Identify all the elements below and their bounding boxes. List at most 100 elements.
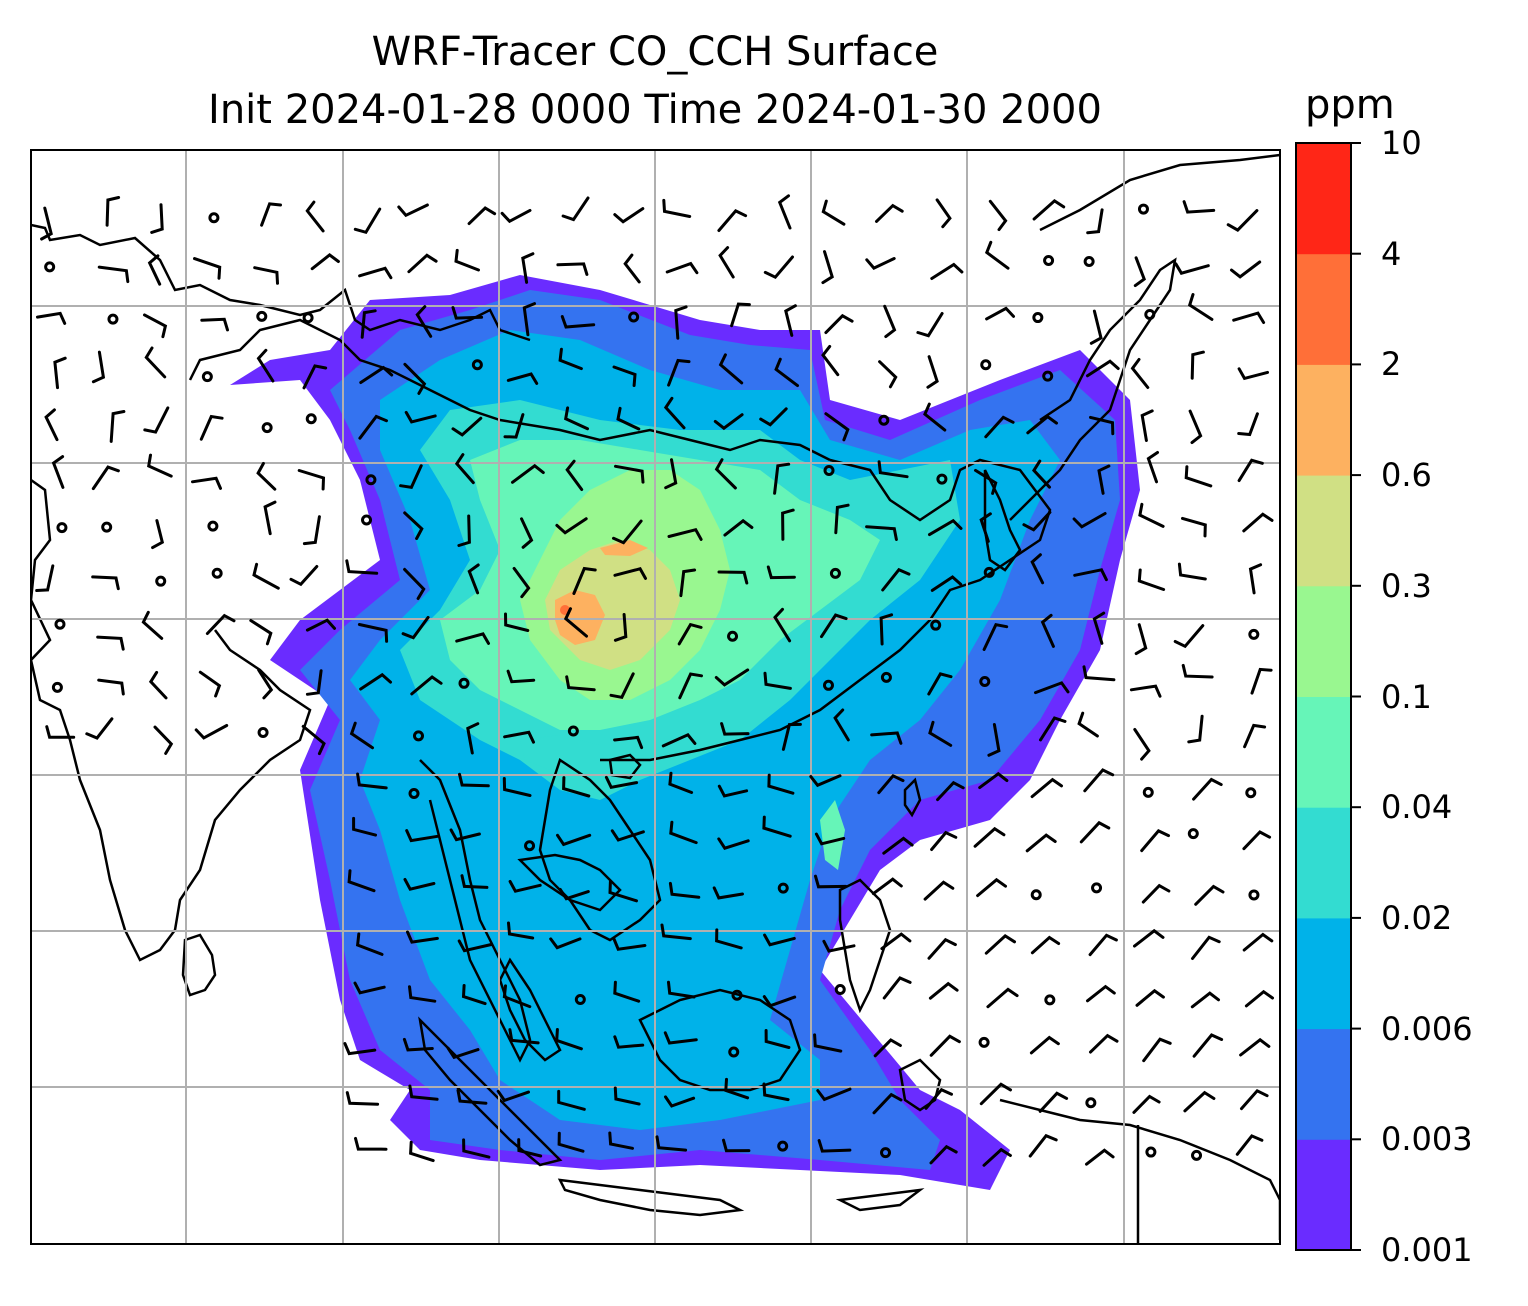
wind-barb bbox=[1088, 933, 1118, 957]
wind-barb bbox=[623, 253, 641, 284]
wind-barb bbox=[35, 564, 55, 592]
wind-barb bbox=[1190, 991, 1220, 1009]
wind-barb bbox=[677, 622, 703, 646]
wind-barb bbox=[612, 519, 643, 545]
wind-barb bbox=[148, 670, 168, 700]
wind-barb bbox=[506, 669, 536, 684]
wind-barb bbox=[880, 932, 912, 951]
coastline-java bbox=[557, 1178, 745, 1217]
wind-barb bbox=[660, 923, 692, 941]
wind-barb bbox=[151, 519, 165, 550]
wind-barb bbox=[614, 464, 645, 484]
wind-barb bbox=[1141, 883, 1171, 904]
wind-barb bbox=[824, 313, 854, 335]
wind-barb bbox=[1130, 358, 1150, 389]
colorbar-tick-label: 0.006 bbox=[1381, 1009, 1473, 1048]
wind-barb bbox=[927, 672, 953, 696]
wind-barb bbox=[1192, 1033, 1224, 1058]
wind-barb bbox=[97, 265, 130, 284]
map-frame bbox=[30, 149, 1281, 1245]
wind-barb bbox=[409, 1140, 435, 1163]
calm-wind-marker bbox=[51, 681, 63, 693]
wind-barb bbox=[403, 511, 424, 540]
wind-barb bbox=[1187, 714, 1204, 744]
wind-barb bbox=[781, 722, 802, 751]
wind-barb bbox=[1086, 984, 1116, 1003]
colorbar-bin bbox=[1296, 1139, 1351, 1251]
wind-barb bbox=[669, 820, 698, 845]
wind-barb bbox=[764, 1029, 791, 1049]
calm-wind-marker bbox=[257, 726, 269, 738]
wind-barb bbox=[1173, 624, 1205, 649]
wind-barb bbox=[1077, 711, 1099, 738]
wind-barb bbox=[557, 1089, 586, 1111]
wind-barb bbox=[984, 934, 1016, 955]
wind-barb bbox=[1073, 568, 1108, 582]
calm-wind-marker bbox=[980, 359, 992, 371]
wind-barb bbox=[865, 257, 896, 270]
wind-barb bbox=[345, 559, 379, 575]
wind-barb bbox=[613, 735, 644, 750]
wind-barb bbox=[503, 413, 525, 439]
wind-barb bbox=[1029, 1035, 1060, 1055]
wind-barb bbox=[359, 672, 392, 691]
wind-barb bbox=[1092, 611, 1106, 645]
wind-barb bbox=[408, 985, 437, 1003]
wind-barb bbox=[403, 362, 427, 395]
wind-barb bbox=[143, 406, 170, 434]
calm-wind-marker bbox=[822, 679, 834, 691]
wind-barb bbox=[1133, 928, 1165, 948]
calm-wind-marker bbox=[878, 414, 890, 426]
wind-barb bbox=[1183, 1090, 1216, 1113]
wind-barb bbox=[558, 347, 583, 371]
calm-wind-marker bbox=[1248, 889, 1260, 901]
wind-barb bbox=[834, 503, 850, 535]
wind-barb bbox=[717, 209, 748, 232]
wind-barb bbox=[978, 771, 1009, 790]
wind-barb bbox=[678, 672, 703, 700]
wind-barb bbox=[923, 880, 955, 901]
wind-barb bbox=[97, 678, 125, 696]
wind-barb bbox=[522, 302, 536, 337]
wind-barb bbox=[1089, 415, 1115, 436]
wind-barb bbox=[109, 410, 126, 443]
wind-barb bbox=[679, 568, 697, 598]
wind-barb bbox=[406, 930, 439, 944]
wind-barb bbox=[1192, 777, 1223, 801]
wind-barb bbox=[199, 414, 224, 441]
calm-wind-marker bbox=[1144, 308, 1156, 320]
wind-barb bbox=[549, 937, 582, 950]
wind-barb bbox=[193, 257, 222, 280]
calm-wind-marker bbox=[1085, 1097, 1097, 1109]
wind-barb bbox=[353, 981, 386, 995]
wind-barb bbox=[822, 939, 856, 953]
wind-barb bbox=[517, 1138, 543, 1158]
wind-barb bbox=[1133, 256, 1147, 288]
wind-barb bbox=[813, 1033, 843, 1053]
wind-barb bbox=[613, 207, 645, 224]
wind-barb bbox=[354, 1136, 388, 1151]
wind-barb bbox=[561, 196, 590, 222]
wind-barb bbox=[506, 372, 539, 385]
wind-barb bbox=[608, 1131, 634, 1150]
wind-barb bbox=[1079, 820, 1111, 844]
wind-barb bbox=[556, 833, 592, 847]
wind-barb bbox=[454, 453, 475, 485]
wind-barb bbox=[730, 302, 751, 328]
wind-barb bbox=[655, 1135, 688, 1152]
colorbar-bin bbox=[1296, 807, 1351, 919]
wind-barb bbox=[502, 777, 532, 797]
wind-barb bbox=[1089, 309, 1103, 345]
wind-barb bbox=[984, 240, 1010, 270]
wind-barb bbox=[200, 317, 229, 332]
wind-barb bbox=[824, 412, 850, 442]
wind-barb bbox=[358, 414, 388, 440]
wind-barb bbox=[1187, 293, 1214, 321]
calm-wind-marker bbox=[302, 312, 314, 324]
calm-wind-marker bbox=[829, 567, 841, 579]
wind-barb bbox=[667, 980, 696, 999]
wind-barb bbox=[457, 514, 471, 547]
wind-barb bbox=[664, 1095, 696, 1108]
colorbar-tick-label: 0.001 bbox=[1381, 1231, 1473, 1269]
wind-barb bbox=[305, 200, 325, 233]
